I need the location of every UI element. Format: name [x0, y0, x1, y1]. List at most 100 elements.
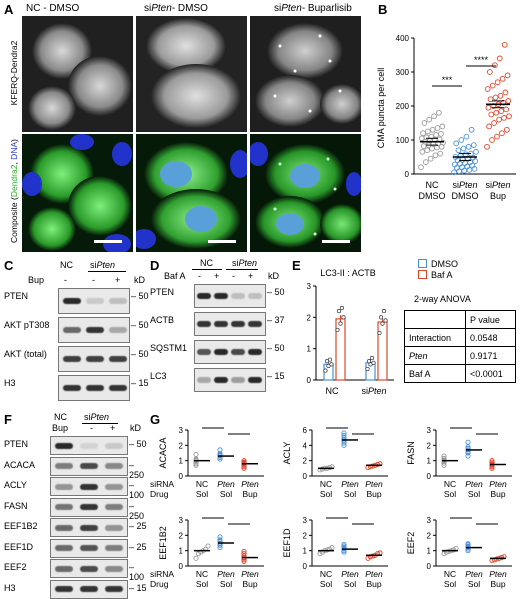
g-point	[370, 553, 376, 559]
g-xlabel-1: NC	[444, 479, 456, 489]
f-bup-label: Bup	[52, 423, 69, 433]
panel-e-ytick-label-3: 3	[307, 282, 312, 291]
g-point	[217, 537, 223, 543]
blot-kd-marker: – 50	[129, 439, 147, 449]
blot-kd-marker: – 15	[267, 371, 285, 381]
g-xlabel-2: Sol	[468, 489, 480, 499]
micro-row2-label: Composite (Dendra2, DNA)	[9, 139, 19, 243]
d-kd: kD	[268, 271, 279, 281]
g-xlabel-2: Sol	[220, 579, 232, 589]
panel-b-point	[439, 123, 446, 130]
panel-e-ytick-label-2: 2	[307, 313, 312, 322]
blot-label-pten: PTEN	[150, 287, 175, 297]
panel-e-point	[338, 321, 343, 326]
panel-b-point	[423, 134, 430, 141]
c-bup-label: Bup	[28, 275, 45, 285]
panel-e-point	[366, 359, 372, 364]
blot-label-eef1d: EEF1D	[4, 541, 34, 552]
c-sign-1: -	[64, 275, 67, 285]
c-header-nc: NC	[60, 260, 73, 270]
panel-e-bars	[323, 305, 388, 381]
panel-b-point	[468, 126, 475, 133]
g-plot-title: FASN	[406, 441, 416, 465]
panel-b-point	[420, 130, 426, 137]
blot-band	[63, 298, 81, 304]
panel-b-point	[499, 75, 506, 82]
anova-table: P value Interaction 0.0548 Pten 0.9171 Baf…	[403, 310, 516, 383]
g-ytick-label: 3	[179, 516, 184, 525]
d-header-line-1	[192, 269, 222, 270]
panel-e-point	[378, 315, 384, 320]
panel-b-point	[425, 128, 431, 135]
panel-b-xlabel-2a: siPten	[452, 180, 477, 190]
d-sign-2: +	[214, 271, 220, 281]
panel-e-ytick-label-1: 1	[307, 345, 312, 354]
panel-d-blot: NC siPten Baf A - + - + kD PTEN – 50 ACTB –…	[150, 258, 290, 418]
panel-b-ytick-label-0: 0	[405, 170, 410, 179]
micro-col-header-2: siPten- DMSO	[144, 3, 208, 14]
panel-b-point	[458, 137, 465, 143]
panel-f-blot: NC siPten Bup - + kD PTEN – 50 ACACA – 250 A…	[0, 412, 150, 599]
f-header-si: siPten	[84, 412, 110, 422]
panel-b-point	[465, 143, 472, 150]
panel-e-point	[329, 362, 334, 367]
blot-label-eef2: EEF2	[4, 562, 27, 572]
panel-b-ytick-label-1: 100	[396, 136, 410, 145]
g-point	[370, 463, 376, 469]
g-xlabel-2: Sol	[320, 489, 332, 499]
panel-e-title: LC3-II : ACTB	[320, 268, 376, 278]
blot-strip	[50, 436, 128, 455]
panel-e-xlabel-2: siPten	[361, 386, 386, 396]
anova-row-1-p: 0.0548	[465, 328, 516, 347]
panel-b-ytick-label-3: 300	[396, 68, 410, 77]
panel-b-chart: CMA puncta per cell 0 100 200 300 400 *** **…	[376, 34, 516, 201]
panel-b-point	[484, 143, 490, 150]
g-xlabel-1: NC	[320, 479, 332, 489]
g-xlabel-2: Sol	[196, 489, 208, 499]
panel-b-ytick-label-2: 200	[396, 102, 410, 111]
blot-band	[231, 321, 245, 327]
g-ytick-label: 0	[179, 472, 184, 481]
panel-e-point	[377, 330, 382, 336]
scale-bar-1	[94, 240, 122, 243]
blot-band	[105, 565, 123, 572]
blot-kd-marker: – 50	[131, 349, 149, 359]
panel-e-point	[327, 357, 333, 362]
panel-b-point	[486, 69, 493, 75]
f-sign-2: -	[90, 423, 93, 433]
panel-b-point	[486, 123, 492, 130]
panel-b-point	[506, 113, 512, 120]
panel-b-point	[473, 149, 479, 155]
panel-b-xlabel-2b: DMSO	[452, 191, 479, 201]
g-xlabel-1: Pten	[465, 569, 483, 579]
panel-b-sig-1: ***	[442, 75, 453, 85]
panel-b-point	[418, 164, 424, 171]
blot-kd-marker: – 50	[267, 287, 285, 297]
blot-label-lc3: LC3	[150, 371, 167, 381]
panel-label-d: D	[150, 258, 160, 273]
blot-strip	[58, 288, 130, 314]
anova-row-3-p: <0.0001	[465, 364, 516, 383]
panel-e-point	[365, 366, 370, 372]
blot-band	[231, 349, 245, 355]
g-ytick-label: 1	[179, 547, 184, 556]
g-point	[241, 551, 247, 557]
blot-kd-marker: – 50	[131, 320, 149, 330]
blot-band	[55, 565, 73, 572]
panel-e-point	[336, 309, 342, 314]
blot-band	[105, 524, 123, 531]
panel-b-point	[455, 147, 462, 154]
panel-b-point	[451, 169, 457, 176]
g-ytick-label: 0	[179, 562, 184, 571]
blot-strip	[50, 559, 128, 578]
blot-strip	[50, 579, 128, 599]
panel-e-point	[383, 318, 388, 323]
g-xlabel-2: Sol	[320, 579, 332, 589]
blot-kd-marker: – 25	[129, 521, 147, 531]
panel-b-point	[498, 108, 505, 114]
g-ytick-label: 2	[179, 441, 184, 450]
anova-row-2-p: 0.9171	[465, 346, 516, 365]
